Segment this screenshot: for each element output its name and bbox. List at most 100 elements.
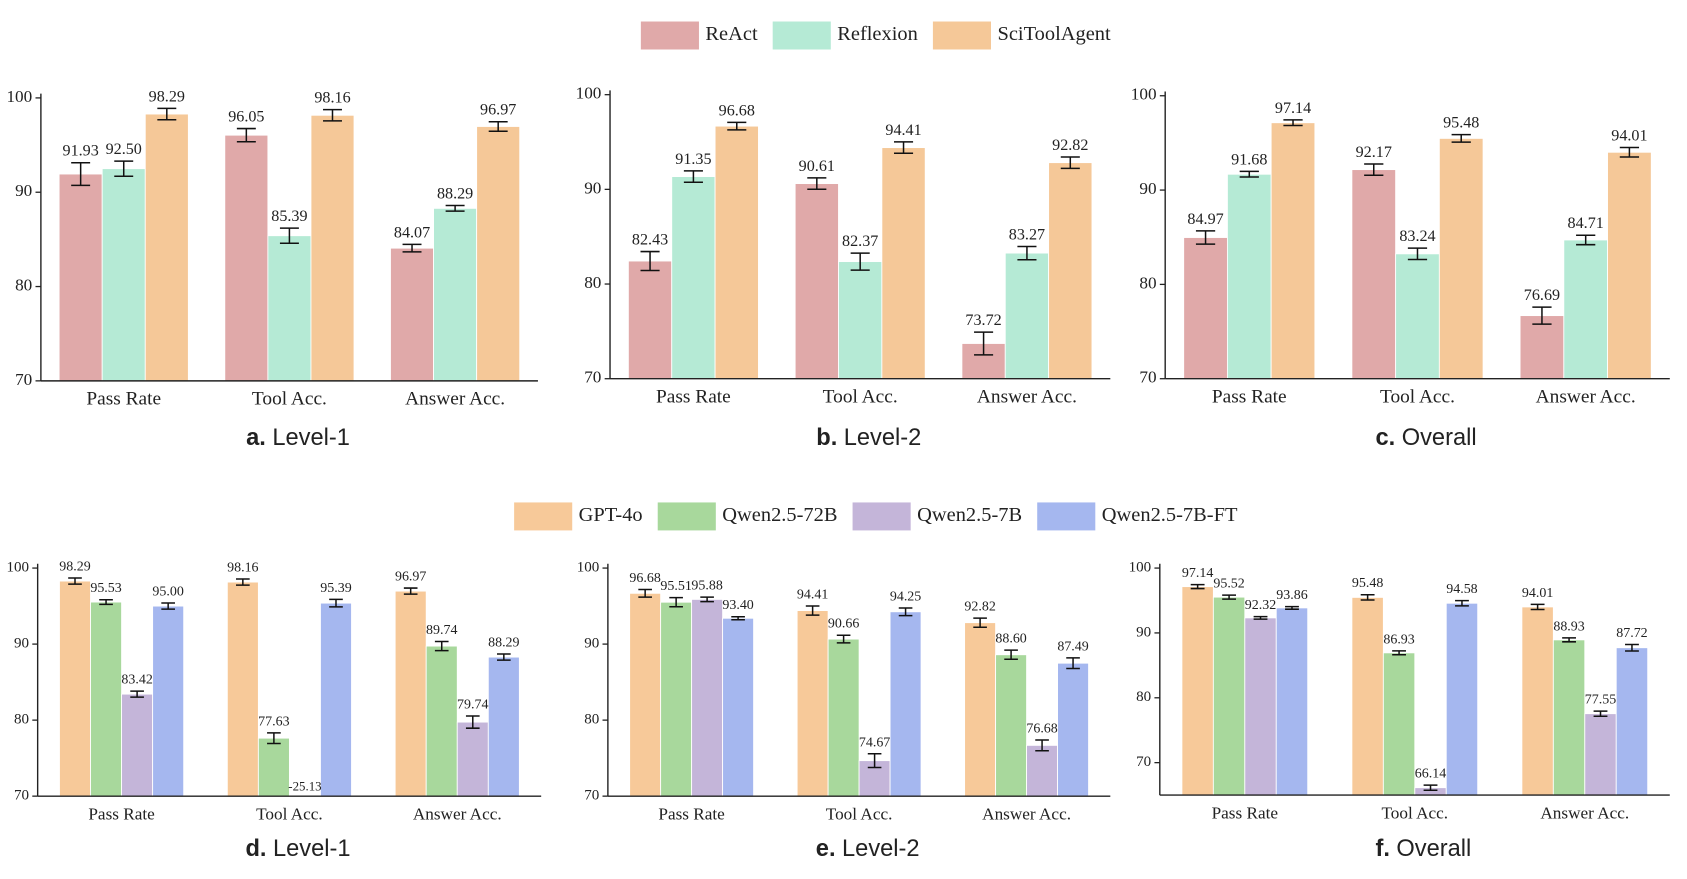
value-label: 76.69 xyxy=(1524,287,1560,304)
value-label: 77.63 xyxy=(258,714,289,729)
error-bar xyxy=(1562,637,1576,643)
bar xyxy=(1521,606,1554,796)
x-tick-label: Pass Rate xyxy=(658,804,725,823)
value-label: 88.29 xyxy=(437,185,473,202)
plot-area xyxy=(59,577,520,797)
bar xyxy=(1004,252,1050,379)
value-label: 82.43 xyxy=(632,232,668,249)
bar xyxy=(1607,151,1652,379)
bar xyxy=(320,602,352,797)
bar xyxy=(671,176,716,379)
value-label: 90.66 xyxy=(828,617,859,632)
value-label: 87.49 xyxy=(1057,639,1088,654)
error-bar xyxy=(1239,170,1259,178)
error-bar xyxy=(1195,230,1216,245)
value-label: 94.25 xyxy=(890,589,921,604)
bar xyxy=(1183,237,1228,379)
error-bar xyxy=(973,617,987,628)
x-tick-label: Answer Acc. xyxy=(977,387,1077,408)
legend-swatch xyxy=(514,502,573,531)
legend-swatch xyxy=(640,21,699,50)
bar xyxy=(1275,607,1309,796)
y-tick-label: 70 xyxy=(584,788,599,804)
value-label: 73.72 xyxy=(965,312,1001,329)
error-bar xyxy=(805,605,820,616)
x-tick-label: Answer Acc. xyxy=(405,389,505,410)
value-label: 88.29 xyxy=(488,636,519,651)
y-tick-label: 90 xyxy=(1136,624,1151,640)
y-tick-label: 70 xyxy=(15,370,32,389)
bar xyxy=(1438,137,1484,379)
error-bar xyxy=(1066,657,1080,670)
y-tick-label: 90 xyxy=(584,178,601,197)
y-tick-label: 70 xyxy=(1139,368,1156,387)
error-bar xyxy=(402,243,422,253)
value-label: 92.82 xyxy=(1052,137,1088,154)
error-bar xyxy=(1060,156,1080,170)
bar xyxy=(144,113,189,381)
x-tick-label: Pass Rate xyxy=(1212,803,1279,822)
bar xyxy=(1226,173,1272,379)
error-bar xyxy=(850,252,870,271)
error-bar xyxy=(683,170,703,184)
y-tick-label: 90 xyxy=(1139,179,1156,198)
bar xyxy=(121,693,154,797)
panel-label: b. xyxy=(816,425,837,451)
y-tick-label: 80 xyxy=(1139,273,1156,292)
error-bar xyxy=(279,227,299,245)
legend-label: Qwen2.5-72B xyxy=(722,504,837,526)
x-tick-label: Tool Acc. xyxy=(1380,387,1455,408)
y-tick-label: 90 xyxy=(15,181,32,200)
value-label: 93.40 xyxy=(722,598,753,613)
panel-title: Level-2 xyxy=(844,425,922,451)
legend-label: ReAct xyxy=(705,23,758,45)
value-label: 94.41 xyxy=(885,122,921,139)
value-label: 95.88 xyxy=(691,579,722,594)
plot-area xyxy=(629,588,1089,797)
x-tick-label: Pass Rate xyxy=(1212,387,1287,408)
legend-label: Reflexion xyxy=(837,23,918,45)
bar xyxy=(101,168,146,381)
value-label: 74.67 xyxy=(859,735,890,750)
error-bar xyxy=(1423,784,1438,792)
bar xyxy=(1615,647,1649,796)
x-tick-label: Tool Acc. xyxy=(823,387,898,408)
x-tick-label: Tool Acc. xyxy=(826,804,893,823)
legend-swatch xyxy=(852,502,911,531)
error-bar xyxy=(130,690,144,698)
x-tick-label: Tool Acc. xyxy=(252,389,327,410)
bar xyxy=(827,638,860,797)
value-label: 95.39 xyxy=(320,581,351,596)
y-tick-label: 80 xyxy=(584,273,601,292)
value-label: 98.29 xyxy=(149,88,185,105)
error-bar xyxy=(236,578,250,586)
value-label: 94.01 xyxy=(1522,586,1553,601)
bar xyxy=(660,601,693,797)
y-tick-label: 80 xyxy=(1136,689,1151,705)
bar xyxy=(838,261,883,379)
value-label: 92.17 xyxy=(1356,144,1392,161)
error-bar xyxy=(71,161,91,187)
value-label: 94.01 xyxy=(1611,127,1647,144)
panel-title: Overall xyxy=(1396,836,1471,862)
legend-label: SciToolAgent xyxy=(997,23,1111,45)
value-label: 83.42 xyxy=(121,673,152,688)
value-label: 94.58 xyxy=(1446,582,1477,597)
error-bar xyxy=(1532,306,1552,325)
bar xyxy=(1212,596,1246,796)
panel-title: Level-2 xyxy=(842,836,920,862)
y-tick-label: 100 xyxy=(6,87,32,106)
panel-title: Level-1 xyxy=(273,836,351,862)
value-label: 94.41 xyxy=(797,587,828,602)
error-bar xyxy=(99,599,113,606)
error-bar xyxy=(1222,594,1237,600)
plot-area xyxy=(1181,583,1649,796)
bar xyxy=(1270,122,1316,379)
value-label: 98.16 xyxy=(227,560,258,575)
error-bar xyxy=(329,598,343,608)
bar xyxy=(1351,169,1397,379)
value-label: 77.55 xyxy=(1585,693,1616,708)
value-label: 95.48 xyxy=(1352,576,1383,591)
error-bar xyxy=(488,121,508,132)
